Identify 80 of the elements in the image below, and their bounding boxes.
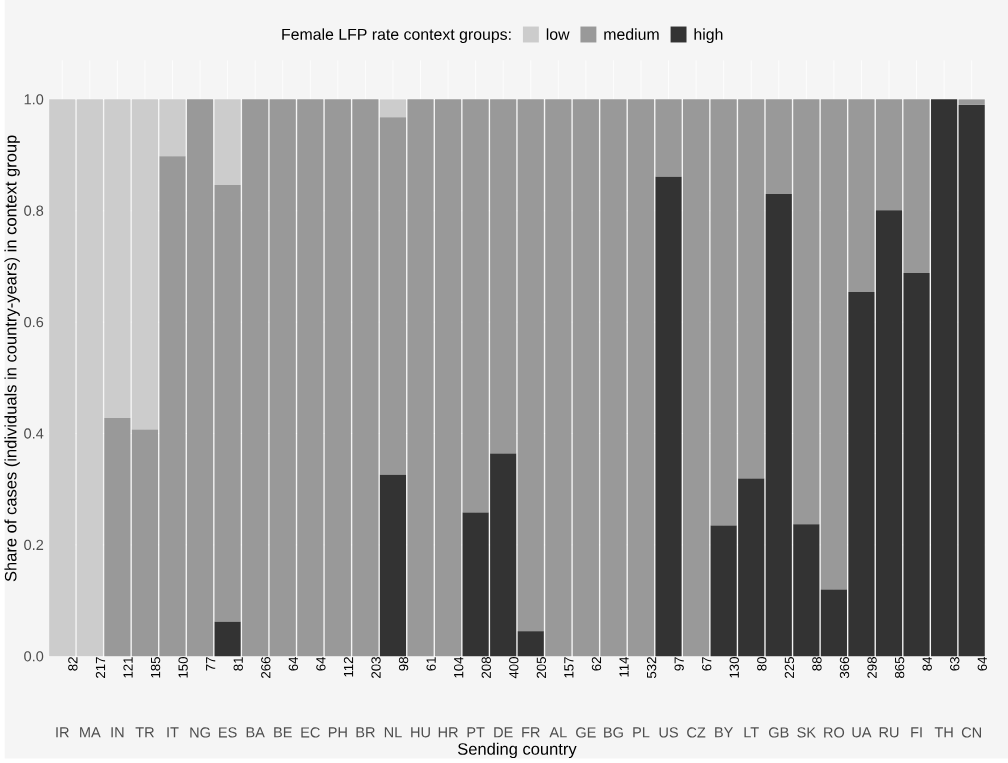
text: 366 (839, 657, 850, 679)
text: 157 (564, 657, 574, 678)
legend-label: medium (604, 28, 659, 41)
text: 64 (288, 657, 299, 671)
text: 185 (150, 657, 161, 678)
x-tick-label: CZ (687, 727, 706, 738)
x-tick-label: NL (384, 727, 402, 738)
text: 112 (343, 657, 354, 677)
x-tick-label: GE (576, 727, 596, 738)
text: 84 (922, 657, 932, 671)
text: 61 (426, 657, 436, 671)
legend-label: low (546, 28, 570, 41)
text: 298 (867, 657, 877, 679)
x-tick-label: RO (824, 727, 845, 738)
x-tick-label: TH (934, 727, 953, 738)
text: 532 (646, 657, 657, 679)
x-tick-label: PH (328, 727, 347, 738)
x-tick-label: RU (879, 727, 899, 738)
x-tick-label: BE (274, 727, 292, 738)
text: 98 (398, 657, 409, 671)
x-tick-label: EC (301, 727, 320, 738)
text: 266 (261, 657, 271, 679)
text: 67 (702, 657, 712, 671)
x-tick-label: FI (911, 727, 922, 738)
x-tick-label: LT (744, 727, 759, 738)
x-tick-label: IT (167, 727, 179, 738)
text: 64 (977, 657, 987, 671)
y-axis-title: Share of cases (individuals in country-years) in context group (4, 135, 20, 582)
text: 77 (206, 657, 216, 671)
y-tick-label: 1.0 (24, 94, 44, 105)
x-tick-label: CN (961, 727, 981, 738)
x-tick-label: BY (715, 727, 734, 738)
x-tick-label: MA (80, 727, 101, 738)
y-tick-label: 0.2 (24, 540, 44, 551)
text: 88 (812, 657, 822, 671)
text: 63 (950, 657, 960, 671)
legend-title: Female LFP rate context groups: (282, 28, 511, 44)
text: 114 (619, 657, 629, 677)
x-tick-label: BA (246, 727, 265, 738)
text: 225 (784, 657, 795, 679)
y-tick-label: 0.8 (24, 205, 44, 217)
x-tick-label: SK (797, 727, 816, 738)
text: 62 (591, 657, 602, 671)
x-tick-label: GB (768, 727, 789, 738)
text: 130 (729, 657, 739, 678)
text: 150 (178, 657, 188, 678)
x-tick-label: US (659, 727, 678, 738)
text: 203 (371, 657, 381, 679)
legend-label: high (694, 28, 723, 44)
text: 208 (481, 657, 491, 679)
x-tick-label: DE (494, 727, 513, 738)
y-tick-label: 0.6 (24, 317, 44, 328)
text: 82 (68, 657, 78, 671)
text: 217 (95, 657, 106, 679)
text: 80 (757, 657, 767, 671)
x-tick-label: ES (219, 727, 237, 738)
x-tick-label: IR (56, 727, 69, 738)
text: 97 (674, 657, 684, 671)
x-tick-label: TR (135, 727, 154, 738)
x-tick-label: AL (549, 727, 567, 738)
x-tick-label: PL (633, 727, 650, 738)
x-axis-title: Sending country (457, 742, 577, 759)
text: 400 (509, 657, 519, 679)
x-tick-label: HU (411, 727, 430, 738)
x-tick-label: PT (467, 727, 485, 738)
x-tick-label: FR (522, 727, 540, 738)
x-tick-label: NG (190, 727, 210, 738)
y-tick-label: 0.0 (24, 651, 44, 662)
text: 104 (454, 657, 464, 678)
text: 205 (536, 657, 547, 679)
text: 121 (123, 657, 133, 678)
x-tick-label: IN (111, 727, 124, 738)
text: 81 (233, 657, 243, 671)
text: 865 (894, 657, 905, 679)
x-tick-label: UA (852, 727, 872, 738)
y-tick-label: 0.4 (24, 428, 44, 439)
x-tick-label: BG (604, 727, 623, 738)
x-tick-label: BR (356, 727, 375, 738)
text: 64 (316, 657, 326, 671)
x-tick-label: HR (438, 727, 458, 738)
